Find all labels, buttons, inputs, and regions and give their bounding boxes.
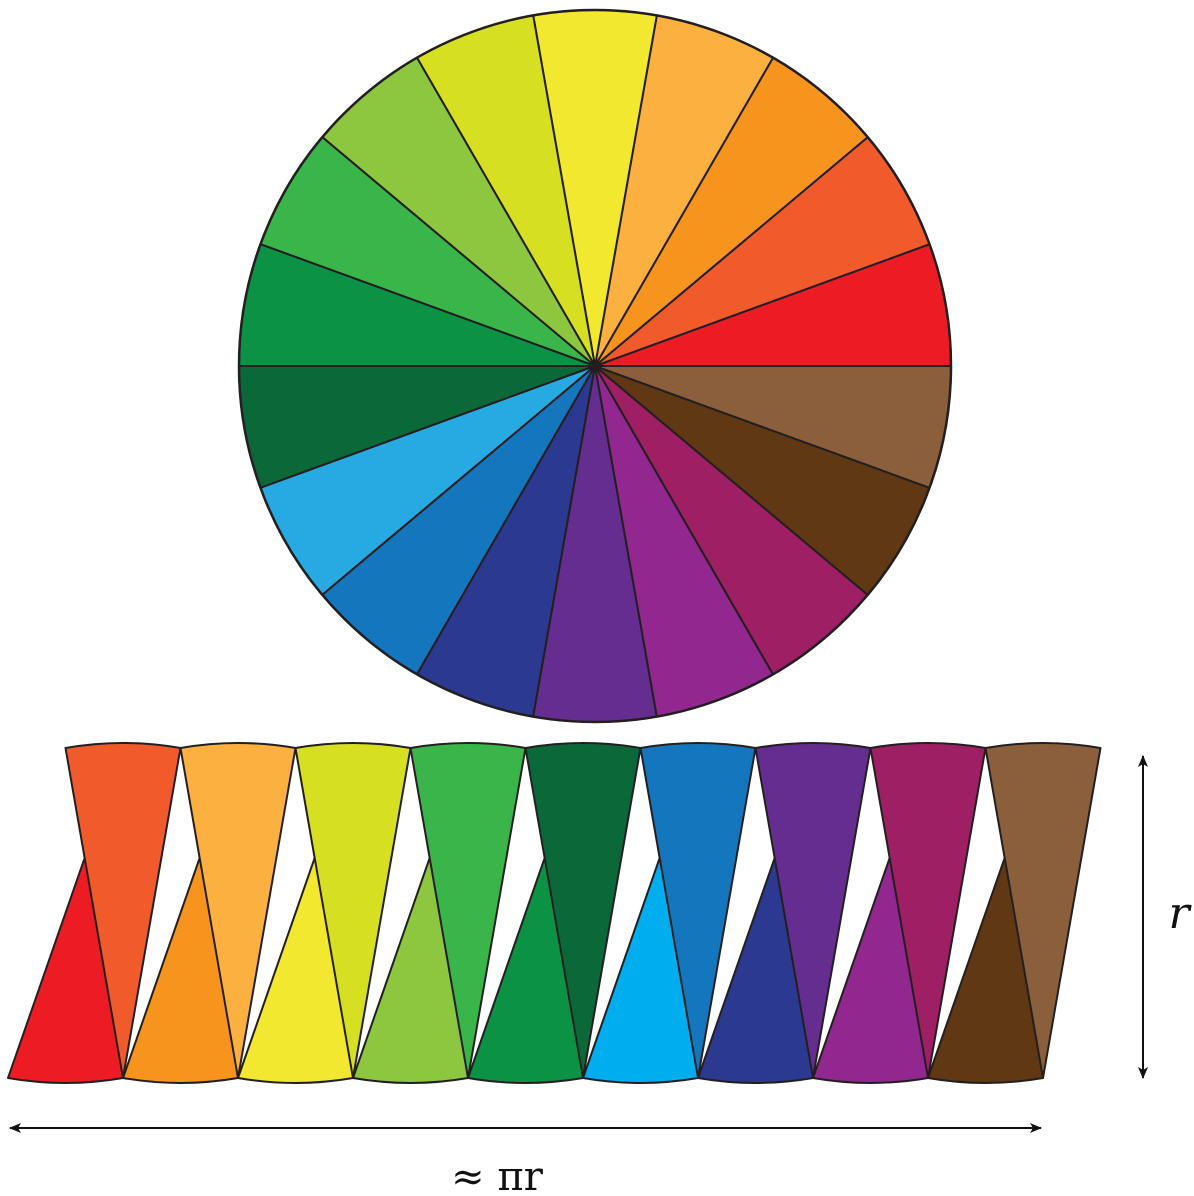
width-label: ≈ πr — [451, 1154, 544, 1196]
sector-wheel — [239, 10, 951, 722]
rearranged-sector-strip — [8, 743, 1101, 1083]
height-label: r — [1168, 888, 1192, 939]
